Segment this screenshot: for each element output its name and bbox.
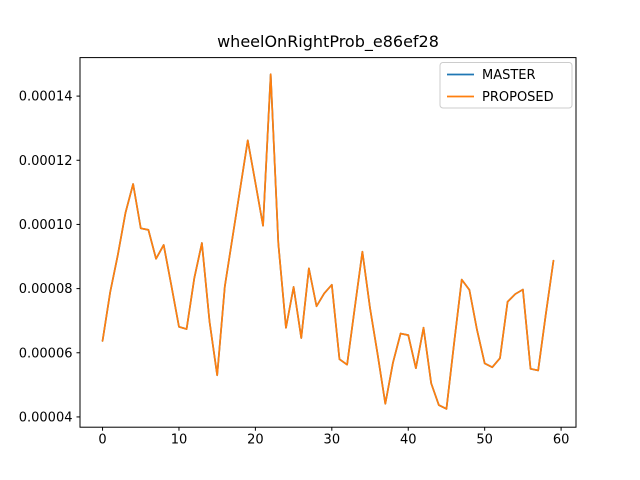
legend: MASTER PROPOSED <box>439 62 573 109</box>
y-tick-label: 0.00012 <box>19 154 73 169</box>
x-tick-label: 40 <box>400 433 417 448</box>
chart-title: wheelOnRightProb_e86ef28 <box>217 32 439 52</box>
y-axis-ticks: 0.00004 0.00006 0.00008 0.00010 0.00012 0.000… <box>19 90 80 425</box>
y-tick-label: 0.00010 <box>19 218 73 233</box>
series-master-line <box>101 73 555 410</box>
y-tick-label: 0.00008 <box>19 282 73 297</box>
y-tick-label: 0.00004 <box>19 410 73 425</box>
x-tick-label: 30 <box>324 433 341 448</box>
x-tick-label: 10 <box>171 433 188 448</box>
y-tick-label: 0.00006 <box>19 346 73 361</box>
x-tick-label: 20 <box>247 433 264 448</box>
series-proposed-line <box>101 73 555 410</box>
x-tick-label: 60 <box>553 433 570 448</box>
x-axis-ticks: 0 10 20 30 40 50 60 <box>98 427 569 448</box>
x-tick-label: 50 <box>476 433 493 448</box>
series-group <box>101 73 555 410</box>
plot-border <box>79 57 577 428</box>
x-tick-label: 0 <box>98 433 106 448</box>
legend-label-proposed: PROPOSED <box>482 90 554 105</box>
legend-label-master: MASTER <box>482 68 536 83</box>
y-tick-label: 0.00014 <box>19 90 73 105</box>
